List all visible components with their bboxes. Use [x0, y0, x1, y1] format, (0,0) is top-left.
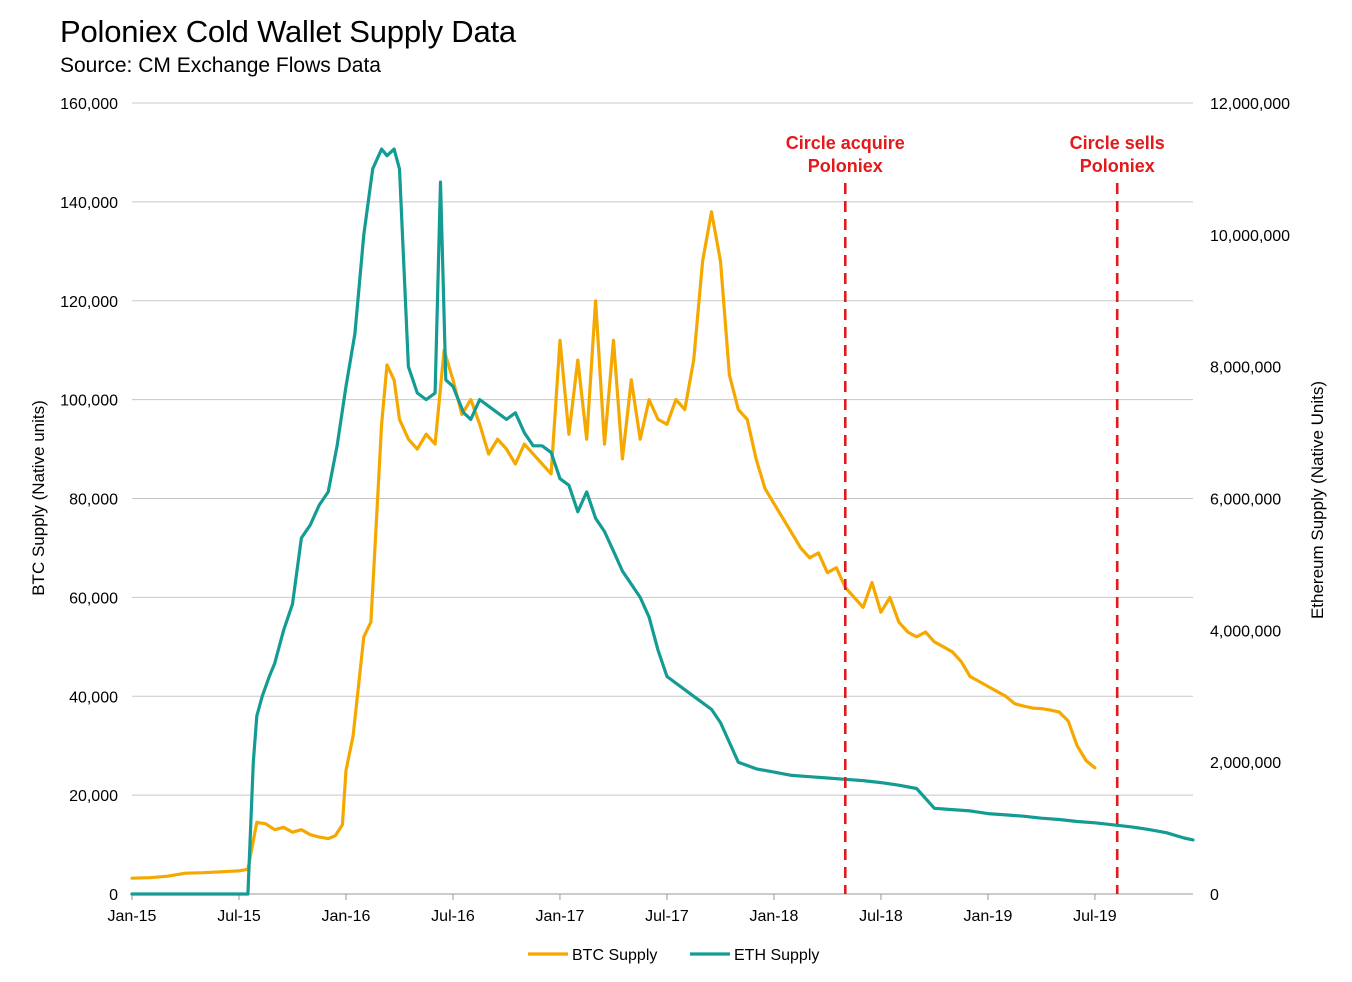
- x-tick-label: Jan-19: [963, 908, 1012, 925]
- y-left-axis-ticks: 0 20,000 40,000 60,000 80,000 100,000 120,000 1…: [60, 96, 118, 904]
- x-tick-label: Jul-16: [431, 908, 475, 925]
- y-right-tick-label: 0: [1210, 887, 1219, 904]
- x-tick-label: Jan-16: [322, 908, 371, 925]
- btc-supply-line: [130, 210, 1097, 880]
- y-right-tick-label: 10,000,000: [1210, 228, 1290, 245]
- annotations-layer: Circle acquire Poloniex Circle sells Poloni…: [786, 133, 1165, 894]
- y-right-axis-title: Ethereum Supply (Native Units): [1308, 381, 1327, 619]
- y-left-tick-label: 40,000: [69, 689, 118, 706]
- annotation-label: Poloniex: [808, 156, 883, 176]
- legend: BTC Supply ETH Supply: [528, 947, 819, 964]
- x-tick-label: Jul-15: [217, 908, 261, 925]
- y-right-tick-label: 12,000,000: [1210, 96, 1290, 113]
- y-left-tick-label: 140,000: [60, 195, 118, 212]
- x-axis-ticks: Jan-15 Jul-15 Jan-16 Jul-16 Jan-17 Jul-17 Jan-…: [108, 894, 1117, 925]
- chart-subtitle: Source: CM Exchange Flows Data: [60, 54, 381, 77]
- x-tick-label: Jan-17: [536, 908, 585, 925]
- annotation-label: Circle acquire: [786, 133, 905, 153]
- btc-supply-legend-label: BTC Supply: [572, 947, 657, 964]
- y-right-tick-label: 2,000,000: [1210, 755, 1281, 772]
- y-left-tick-label: 120,000: [60, 294, 118, 311]
- y-right-axis-ticks: 0 2,000,000 4,000,000 6,000,000 8,000,000 10,…: [1210, 96, 1290, 904]
- y-left-tick-label: 80,000: [69, 492, 118, 509]
- y-left-tick-label: 100,000: [60, 393, 118, 410]
- annotation-label: Circle sells: [1070, 133, 1165, 153]
- chart-title: Poloniex Cold Wallet Supply Data: [60, 14, 516, 49]
- x-tick-label: Jan-15: [108, 908, 157, 925]
- gridlines: [132, 102, 1193, 895]
- annotation-label: Poloniex: [1080, 156, 1155, 176]
- y-right-tick-label: 8,000,000: [1210, 360, 1281, 377]
- series-layer: [130, 147, 1195, 896]
- x-tick-label: Jan-18: [749, 908, 798, 925]
- x-tick-label: Jul-19: [1073, 908, 1117, 925]
- y-left-tick-label: 0: [109, 887, 118, 904]
- x-tick-label: Jul-18: [859, 908, 903, 925]
- y-right-tick-label: 4,000,000: [1210, 623, 1281, 640]
- y-left-tick-label: 20,000: [69, 788, 118, 805]
- eth-supply-legend-label: ETH Supply: [734, 947, 819, 964]
- y-right-tick-label: 6,000,000: [1210, 492, 1281, 509]
- eth-supply-line: [130, 147, 1195, 896]
- y-left-tick-label: 60,000: [69, 590, 118, 607]
- y-left-tick-label: 160,000: [60, 96, 118, 113]
- y-left-axis-title: BTC Supply (Native units): [29, 400, 48, 596]
- x-tick-label: Jul-17: [645, 908, 689, 925]
